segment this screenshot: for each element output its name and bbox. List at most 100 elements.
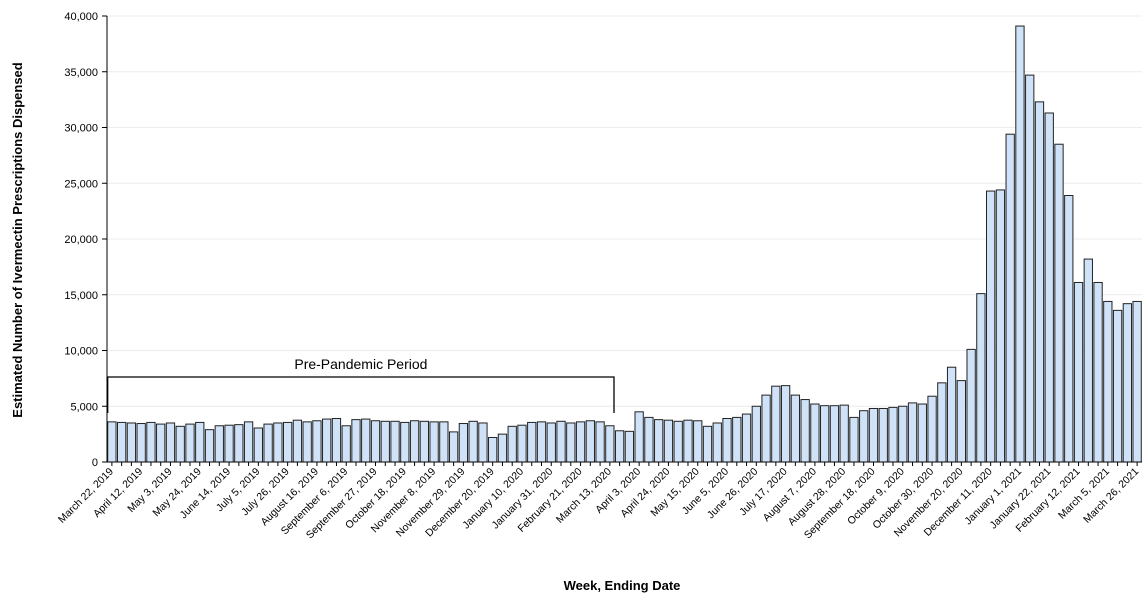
- bar: [185, 423, 195, 463]
- bar: [1122, 303, 1132, 463]
- bar: [517, 424, 527, 463]
- bar: [195, 421, 205, 463]
- bar: [937, 382, 947, 463]
- bar: [1034, 101, 1045, 463]
- y-tick-label: 35,000: [64, 67, 98, 79]
- bar: [1073, 281, 1084, 463]
- bar: [888, 406, 898, 463]
- bar: [927, 395, 937, 463]
- y-tick-labels: 0 5,000 10,000 15,000 20,000 25,000 30,000 35,0…: [64, 11, 98, 469]
- bar: [1132, 300, 1142, 463]
- bar: [273, 422, 283, 463]
- bar: [663, 419, 674, 463]
- y-tick-label: 5,000: [70, 401, 98, 413]
- bar: [800, 399, 810, 463]
- bar: [849, 416, 859, 463]
- bar: [282, 421, 293, 463]
- y-tick-label: 30,000: [64, 123, 98, 135]
- bar: [204, 429, 215, 463]
- bar: [946, 366, 957, 463]
- bar: [702, 425, 713, 463]
- bar: [575, 421, 586, 463]
- bar: [1112, 309, 1123, 463]
- bar: [292, 419, 303, 463]
- bar: [995, 189, 1006, 463]
- bar: [117, 421, 127, 463]
- bar: [654, 419, 664, 463]
- bar: [468, 420, 478, 463]
- bar: [878, 407, 888, 463]
- bar: [614, 430, 625, 463]
- bar: [409, 420, 420, 463]
- x-axis-label: Week, Ending Date: [564, 578, 681, 593]
- bar: [312, 420, 322, 463]
- bar: [136, 423, 146, 463]
- y-axis-label: Estimated Number of Ivermectin Prescript…: [10, 62, 25, 417]
- bar: [390, 420, 400, 463]
- bar: [536, 421, 547, 463]
- y-tick-label: 20,000: [64, 234, 98, 246]
- pre-pandemic-label: Pre-Pandemic Period: [294, 356, 427, 372]
- bar: [556, 420, 566, 463]
- bar: [400, 421, 410, 463]
- bar: [546, 422, 556, 463]
- bar: [234, 424, 244, 463]
- bar: [595, 421, 605, 463]
- bar: [175, 425, 185, 463]
- bar: [107, 421, 117, 463]
- bar: [243, 421, 254, 463]
- pre-pandemic-bracket: [107, 376, 615, 413]
- bar: [351, 419, 361, 463]
- bar: [956, 380, 967, 463]
- bar: [1083, 258, 1093, 463]
- bar: [488, 436, 498, 463]
- y-tick-label: 15,000: [64, 290, 98, 302]
- bar: [683, 419, 693, 463]
- bars: [107, 25, 1142, 463]
- bar: [263, 423, 273, 463]
- bar: [644, 416, 654, 463]
- bar: [214, 425, 224, 463]
- bar: [810, 403, 820, 463]
- y-tick-label: 25,000: [64, 178, 98, 190]
- bar: [156, 423, 166, 463]
- bar: [976, 293, 986, 463]
- bar: [966, 348, 976, 463]
- y-tick-label: 10,000: [64, 346, 98, 358]
- bar: [986, 190, 996, 463]
- bar: [1025, 74, 1035, 463]
- bar: [780, 385, 791, 463]
- bar: [917, 403, 927, 463]
- bar: [585, 420, 595, 463]
- y-tick-label: 0: [92, 457, 98, 469]
- bar: [507, 425, 517, 463]
- bar: [146, 421, 156, 463]
- bar: [771, 385, 781, 463]
- bar: [1103, 300, 1113, 463]
- y-tick-label: 40,000: [64, 11, 98, 23]
- bar: [566, 422, 576, 463]
- bar: [224, 424, 234, 463]
- bar: [712, 422, 722, 463]
- bar: [1064, 195, 1074, 463]
- bar: [458, 423, 469, 463]
- bar: [341, 425, 351, 463]
- bar: [165, 422, 176, 463]
- bar: [370, 420, 381, 463]
- bar: [839, 404, 849, 463]
- bar: [820, 405, 830, 463]
- bar: [253, 427, 263, 463]
- bar: [380, 420, 390, 463]
- bar: [751, 405, 761, 463]
- bar: [1093, 281, 1103, 463]
- pre-pandemic-annotation: Pre-Pandemic Period: [107, 356, 615, 413]
- bar: [1054, 143, 1064, 463]
- bar: [693, 420, 703, 463]
- bar: [497, 433, 508, 463]
- bar: [829, 405, 840, 463]
- bar: [1044, 112, 1054, 463]
- bar: [1015, 25, 1025, 463]
- bar: [331, 418, 342, 463]
- bar: [761, 394, 771, 463]
